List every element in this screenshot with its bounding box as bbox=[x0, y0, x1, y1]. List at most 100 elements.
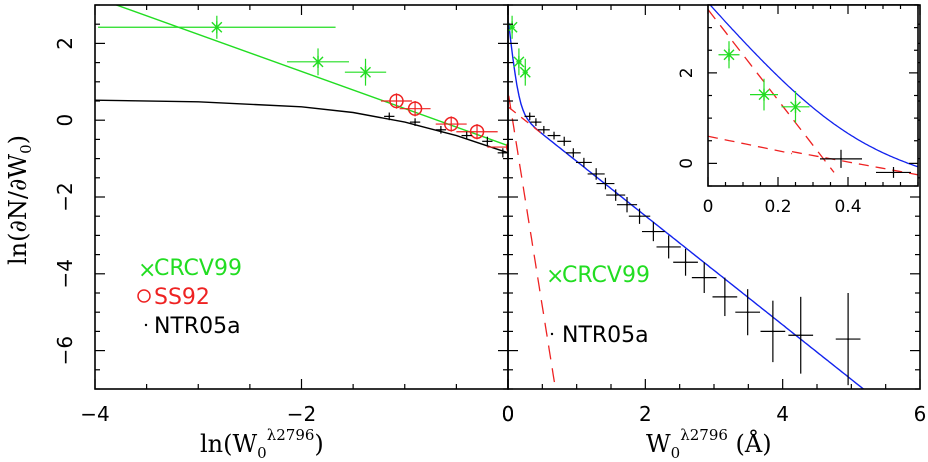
ntr05a-linear-point bbox=[528, 115, 531, 118]
inset-crcv99-point bbox=[758, 88, 770, 101]
ntr05a-point bbox=[636, 311, 638, 313]
crcv99-point bbox=[211, 21, 223, 34]
inset-blue-fit bbox=[709, 5, 918, 168]
ntr05a-point bbox=[574, 215, 576, 217]
right-plot-area bbox=[508, 15, 865, 389]
left-ytick-label: 0 bbox=[53, 114, 77, 127]
left-ytick-label: 2 bbox=[53, 37, 77, 50]
ss92-point bbox=[389, 93, 404, 109]
crcv99-linear-point bbox=[519, 66, 531, 79]
legend-label-ntr05a: NTR05a bbox=[154, 314, 241, 339]
inset-plot-area bbox=[708, 5, 918, 178]
ntr05a-linear-point bbox=[553, 134, 556, 137]
green-fit-line bbox=[114, 5, 508, 147]
ntr05a-linear-point bbox=[595, 172, 598, 175]
ntr05a-point bbox=[388, 115, 391, 118]
ntr05a-linear-point bbox=[626, 203, 629, 206]
legend-dot-icon bbox=[550, 332, 554, 336]
ntr05a-point bbox=[465, 134, 468, 137]
ntr05a-point bbox=[626, 296, 628, 298]
inset-red-dashed-steep bbox=[708, 9, 835, 173]
y-axis-label: ln(∂N/∂W0) bbox=[4, 135, 35, 265]
ntr05a-linear-point bbox=[563, 140, 566, 143]
ss92-point bbox=[469, 124, 485, 139]
inset-crcv99-point bbox=[723, 48, 735, 61]
red-dashed-component-steep bbox=[508, 95, 557, 389]
ntr05a-point bbox=[517, 161, 519, 163]
left-xtick-label: 0 bbox=[502, 402, 515, 426]
ntr05a-linear-point bbox=[771, 330, 774, 333]
inset-red-dashed-shallow bbox=[791, 150, 918, 176]
ntr05a-point bbox=[533, 173, 535, 175]
crcv99-point bbox=[360, 66, 372, 79]
left-ytick-label: −4 bbox=[53, 259, 77, 288]
ntr05a-linear-point bbox=[703, 276, 706, 279]
left-plot-area bbox=[95, 5, 674, 340]
ntr05a-point bbox=[543, 183, 545, 185]
ntr05a-linear-point bbox=[604, 182, 607, 185]
ntr05a-point bbox=[584, 231, 586, 233]
crcv99-point bbox=[312, 55, 324, 68]
inset-background bbox=[708, 5, 918, 186]
legend-dot-icon bbox=[144, 323, 148, 327]
crcv99-linear-point bbox=[513, 55, 525, 68]
ntr05a-linear-point bbox=[582, 161, 585, 164]
legend-circle-icon bbox=[137, 289, 151, 303]
ntr05a-linear-point bbox=[614, 194, 617, 197]
legend-label-ss92: SS92 bbox=[154, 285, 210, 310]
inset-ytick-label: 0 bbox=[677, 158, 697, 169]
blue-total-fit bbox=[508, 22, 865, 389]
inset-axes-frame bbox=[707, 4, 919, 187]
legend-cross-icon: × bbox=[138, 258, 156, 283]
red-dashed-component-shallow bbox=[508, 106, 543, 135]
ntr05a-linear-point bbox=[746, 311, 749, 314]
ntr05a-linear-point bbox=[652, 230, 655, 233]
legend-label-crcv99: CRCV99 bbox=[154, 256, 242, 281]
ss92-point bbox=[407, 101, 423, 116]
inset-xtick-label: 0.2 bbox=[764, 197, 791, 217]
inset-ntr05a-point bbox=[840, 157, 842, 160]
black-model-curve bbox=[95, 99, 508, 154]
left-xtick-label: −2 bbox=[287, 402, 316, 426]
ss92-point bbox=[505, 141, 508, 153]
ss92-point bbox=[558, 199, 571, 212]
ntr05a-linear-point bbox=[534, 121, 537, 124]
ntr05a-point bbox=[657, 334, 659, 336]
ntr05a-point bbox=[672, 338, 674, 340]
inset-red-dashed-shallow-left bbox=[708, 135, 793, 155]
right-xtick-label: 6 bbox=[914, 402, 927, 426]
ntr05a-linear-point bbox=[847, 338, 850, 341]
right-xtick-label: 2 bbox=[639, 402, 652, 426]
inset-crcv99-point bbox=[790, 100, 801, 113]
inset-ytick-label: 2 bbox=[677, 67, 697, 78]
ntr05a-linear-point bbox=[799, 334, 802, 337]
ntr05a-point bbox=[595, 246, 597, 248]
inset-xtick-label: 0 bbox=[703, 197, 714, 217]
ntr05a-point bbox=[486, 140, 489, 143]
ntr05a-point bbox=[414, 121, 417, 124]
ntr05a-linear-point bbox=[542, 128, 545, 131]
legend-cross-icon: × bbox=[546, 264, 564, 289]
ntr05a-linear-point bbox=[723, 295, 726, 298]
left-xtick-label: −4 bbox=[80, 402, 109, 426]
ntr05a-point bbox=[553, 194, 555, 196]
right-xtick-label: 4 bbox=[776, 402, 789, 426]
right-legend-label-crcv99: CRCV99 bbox=[562, 263, 650, 288]
left-x-axis-label: ln(W0λ2796) bbox=[200, 426, 324, 462]
right-panel: 0 2 4 6 ×CRCV99 NTR05a bbox=[502, 4, 927, 426]
right-xtick-label: 0 bbox=[502, 402, 515, 426]
inset-panel: 0 0.2 0.4 0 2 bbox=[677, 4, 919, 217]
right-legend-label-ntr05a: NTR05a bbox=[562, 323, 649, 348]
ntr05a-linear-point bbox=[684, 261, 687, 264]
ntr05a-linear-point bbox=[638, 215, 641, 218]
ntr05a-linear-point bbox=[667, 245, 670, 248]
ntr05a-point bbox=[439, 128, 442, 131]
inset-ntr05a-point bbox=[892, 171, 895, 174]
ntr05a-point bbox=[564, 204, 566, 206]
ntr05a-point bbox=[501, 151, 504, 154]
left-ytick-label: −2 bbox=[53, 182, 77, 211]
inset-xtick-label: 0.4 bbox=[834, 197, 861, 217]
ss92-point bbox=[443, 116, 459, 132]
